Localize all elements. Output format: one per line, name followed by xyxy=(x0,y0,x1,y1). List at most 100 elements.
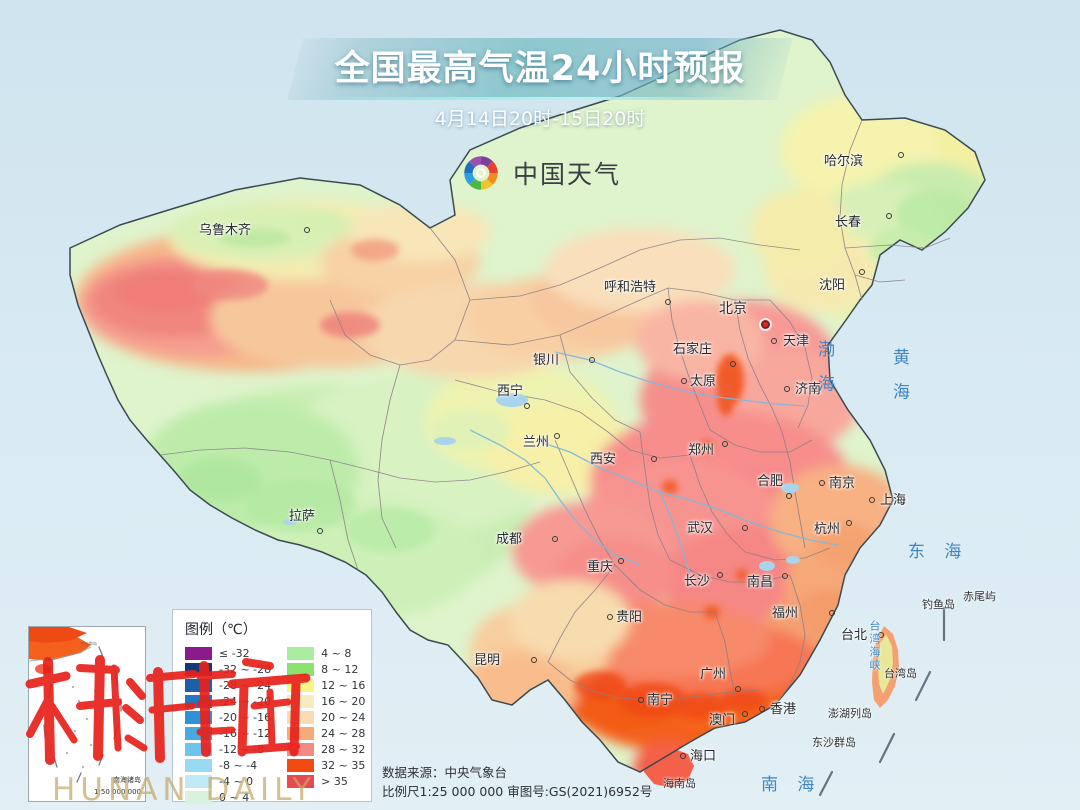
island-label: 澎湖列岛 xyxy=(828,707,872,720)
legend-swatch xyxy=(287,775,315,788)
legend-swatch xyxy=(185,775,212,788)
legend-swatch xyxy=(287,727,315,740)
city-marker xyxy=(730,361,736,367)
island-label: 赤尾屿 xyxy=(963,590,996,603)
map-source-footer: 数据来源：中央气象台 比例尺1:25 000 000 审图号:GS(2021)6… xyxy=(382,763,652,801)
svg-text:中沙群岛: 中沙群岛 xyxy=(81,640,97,646)
legend-row: > 35 xyxy=(287,774,365,789)
legend-label: 4 ~ 8 xyxy=(321,647,352,660)
sea-label: 东 海 xyxy=(908,542,969,562)
city-label: 西宁 xyxy=(496,384,523,399)
city-marker xyxy=(531,657,537,663)
legend-swatch xyxy=(287,695,315,708)
strait-label: 台湾海峡 xyxy=(868,620,881,672)
city-label: 合肥 xyxy=(756,474,783,489)
city-marker xyxy=(784,386,790,392)
city-marker xyxy=(759,706,765,712)
legend-row: -4 ~ 0 xyxy=(185,774,271,789)
legend-row: -28 ~ -24 xyxy=(185,678,271,693)
legend-swatch xyxy=(185,759,212,772)
city-marker xyxy=(886,213,892,219)
city-marker xyxy=(898,152,904,158)
china-weather-pinwheel-icon xyxy=(464,156,498,190)
city-marker xyxy=(722,441,728,447)
city-label: 杭州 xyxy=(813,522,840,537)
sea-label: 南 海 xyxy=(761,775,822,795)
legend-swatch xyxy=(185,727,212,740)
city-marker xyxy=(618,558,624,564)
city-marker xyxy=(665,299,671,305)
legend-label: 32 ~ 35 xyxy=(321,759,366,772)
legend-row: -24 ~ -20 xyxy=(185,694,271,709)
city-label: 重庆 xyxy=(586,560,613,575)
legend-row: -16 ~ -12 xyxy=(185,726,271,741)
city-marker xyxy=(638,697,644,703)
city-label: 台北 xyxy=(840,628,867,643)
legend-row: -12 ~ -8 xyxy=(185,742,271,757)
city-label: 福州 xyxy=(771,606,798,621)
city-label: 海口 xyxy=(690,749,717,764)
legend-label: 12 ~ 16 xyxy=(321,679,366,692)
legend-row: ≤ -32 xyxy=(185,646,271,661)
city-label: 银川 xyxy=(532,353,559,368)
city-marker xyxy=(869,497,875,503)
city-marker xyxy=(786,493,792,499)
city-label: 石家庄 xyxy=(672,342,712,357)
city-label: 长春 xyxy=(834,215,861,230)
city-label: 贵阳 xyxy=(616,610,643,625)
legend-row: -32 ~ -28 xyxy=(185,662,271,677)
city-label: 成都 xyxy=(495,532,522,547)
legend-row: 12 ~ 16 xyxy=(287,678,365,693)
legend-row: 4 ~ 8 xyxy=(287,646,365,661)
city-marker xyxy=(771,338,777,344)
capital-marker xyxy=(760,319,770,329)
island-label: 海南岛 xyxy=(663,777,696,790)
city-marker xyxy=(742,711,748,717)
legend-swatch xyxy=(287,759,315,772)
city-marker xyxy=(846,520,852,526)
city-label: 太原 xyxy=(690,374,717,389)
city-label: 西安 xyxy=(589,452,616,467)
island-label: 东沙群岛 xyxy=(812,736,856,749)
legend-swatch xyxy=(185,663,212,676)
legend-label: 8 ~ 12 xyxy=(321,663,359,676)
brand-logo: 中国天气 xyxy=(460,152,621,194)
legend-label: 24 ~ 28 xyxy=(321,727,366,740)
city-label: 上海 xyxy=(880,493,907,508)
legend-label: -28 ~ -24 xyxy=(219,679,272,692)
legend-swatch xyxy=(185,679,212,692)
scale-approval-text: 比例尺1:25 000 000 审图号:GS(2021)6952号 xyxy=(382,784,653,799)
city-label: 北京 xyxy=(719,301,747,317)
city-label: 香港 xyxy=(770,702,797,717)
city-marker xyxy=(829,610,835,616)
city-label: 南昌 xyxy=(746,575,773,590)
sea-label: 渤 海 xyxy=(814,340,834,398)
legend-row: -8 ~ -4 xyxy=(185,758,271,773)
legend-label: -8 ~ -4 xyxy=(219,759,258,772)
island-label: 台湾岛 xyxy=(884,667,917,680)
legend-swatch xyxy=(287,679,315,692)
legend-row: 24 ~ 28 xyxy=(287,726,365,741)
legend-row: 0 ~ 4 xyxy=(185,790,271,805)
legend-swatch xyxy=(185,791,212,804)
city-marker xyxy=(681,378,687,384)
city-marker xyxy=(819,480,825,486)
city-marker xyxy=(552,536,558,542)
city-marker xyxy=(878,632,884,638)
city-label: 广州 xyxy=(699,667,726,682)
legend-row: 8 ~ 12 xyxy=(287,662,365,677)
city-marker xyxy=(317,528,323,534)
city-label: 南京 xyxy=(829,476,856,491)
city-marker xyxy=(859,269,865,275)
legend-swatch xyxy=(185,647,212,660)
forecast-period-subtitle: 4月14日20时-15日20时 xyxy=(434,108,646,130)
city-marker xyxy=(524,403,530,409)
legend-row: -20 ~ -16 xyxy=(185,710,271,725)
legend-title: 图例（℃） xyxy=(185,622,257,638)
city-marker xyxy=(304,227,310,233)
legend-label: -4 ~ 0 xyxy=(219,775,254,788)
city-label: 沈阳 xyxy=(818,278,845,293)
legend-row: 28 ~ 32 xyxy=(287,742,365,757)
